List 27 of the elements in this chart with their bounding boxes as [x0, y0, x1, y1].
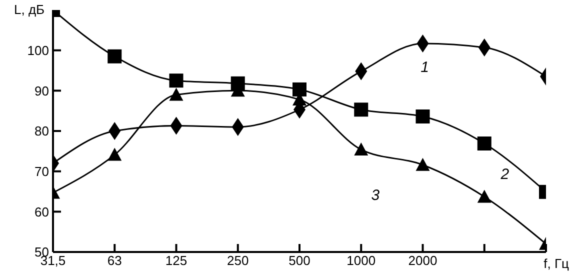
point — [108, 148, 122, 161]
point — [108, 49, 122, 64]
x-tick-label: 1000 — [346, 253, 376, 268]
point — [169, 74, 184, 88]
point — [169, 88, 184, 101]
point — [477, 136, 492, 151]
x-axis-title: f, Гц — [544, 256, 569, 271]
point — [416, 109, 430, 124]
y-tick-label: 100 — [27, 42, 49, 58]
y-tick-label: 90 — [34, 83, 49, 98]
point — [354, 102, 368, 117]
x-tick-label: 500 — [288, 253, 310, 268]
x-tick-label: 2000 — [408, 253, 438, 268]
y-tick-label: 70 — [34, 164, 49, 179]
point — [292, 82, 306, 96]
x-tick-label: 125 — [165, 253, 188, 268]
y-tick-label: 80 — [34, 124, 49, 139]
y-tick-label: 60 — [34, 204, 49, 220]
point — [477, 190, 492, 203]
text: 3 — [371, 187, 380, 204]
point — [354, 142, 368, 156]
x-tick-label: 250 — [227, 253, 249, 268]
point — [416, 158, 430, 171]
series-label: 1 — [420, 59, 429, 76]
x-tick-label: 63 — [107, 253, 122, 268]
y-axis-title: L, дБ — [14, 2, 45, 17]
series-label: 2 — [500, 166, 510, 184]
